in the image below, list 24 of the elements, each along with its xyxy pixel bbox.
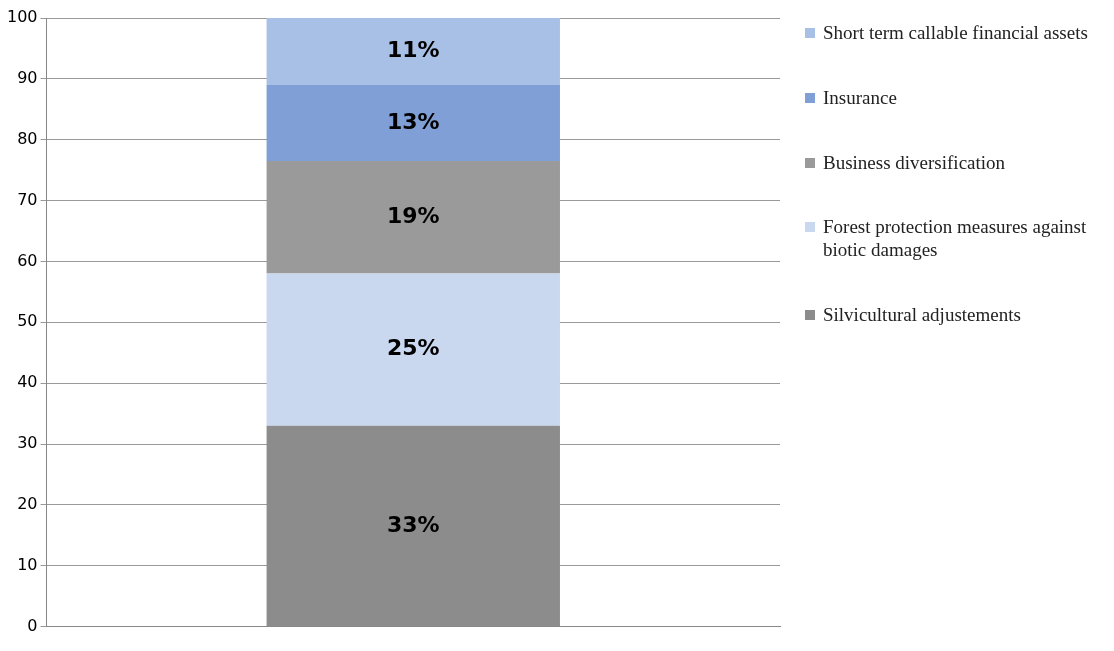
y-tick-label: 20	[17, 494, 38, 514]
legend-label: Business diversification	[823, 151, 1006, 175]
y-tick-label: 50	[17, 311, 38, 331]
y-tick-label: 40	[17, 372, 38, 392]
y-tick-label: 80	[17, 128, 38, 148]
data-label: 13%	[386, 108, 440, 134]
bar	[266, 84, 560, 162]
legend-label: Silvicultural adjustements	[823, 303, 1021, 327]
data-label: 33%	[386, 511, 440, 537]
data-label: 11%	[386, 37, 440, 63]
y-tick-label: 90	[17, 68, 38, 88]
legend-label: Short term callable financial assets	[823, 22, 1088, 45]
data-label: 25%	[386, 335, 440, 361]
y-tick-label: 0	[27, 615, 38, 635]
y-tick-label: 10	[17, 554, 38, 574]
bar	[266, 18, 560, 85]
bar	[266, 273, 560, 426]
data-label: 19%	[386, 203, 440, 229]
legend-label: Insurance	[823, 86, 897, 110]
legend-label: Forest protection measures against biotic damages	[823, 216, 1088, 262]
y-tick-label: 30	[17, 433, 38, 453]
y-tick-label: 100	[6, 7, 38, 27]
y-tick-label: 70	[17, 189, 38, 209]
y-tick-label: 60	[17, 250, 38, 270]
